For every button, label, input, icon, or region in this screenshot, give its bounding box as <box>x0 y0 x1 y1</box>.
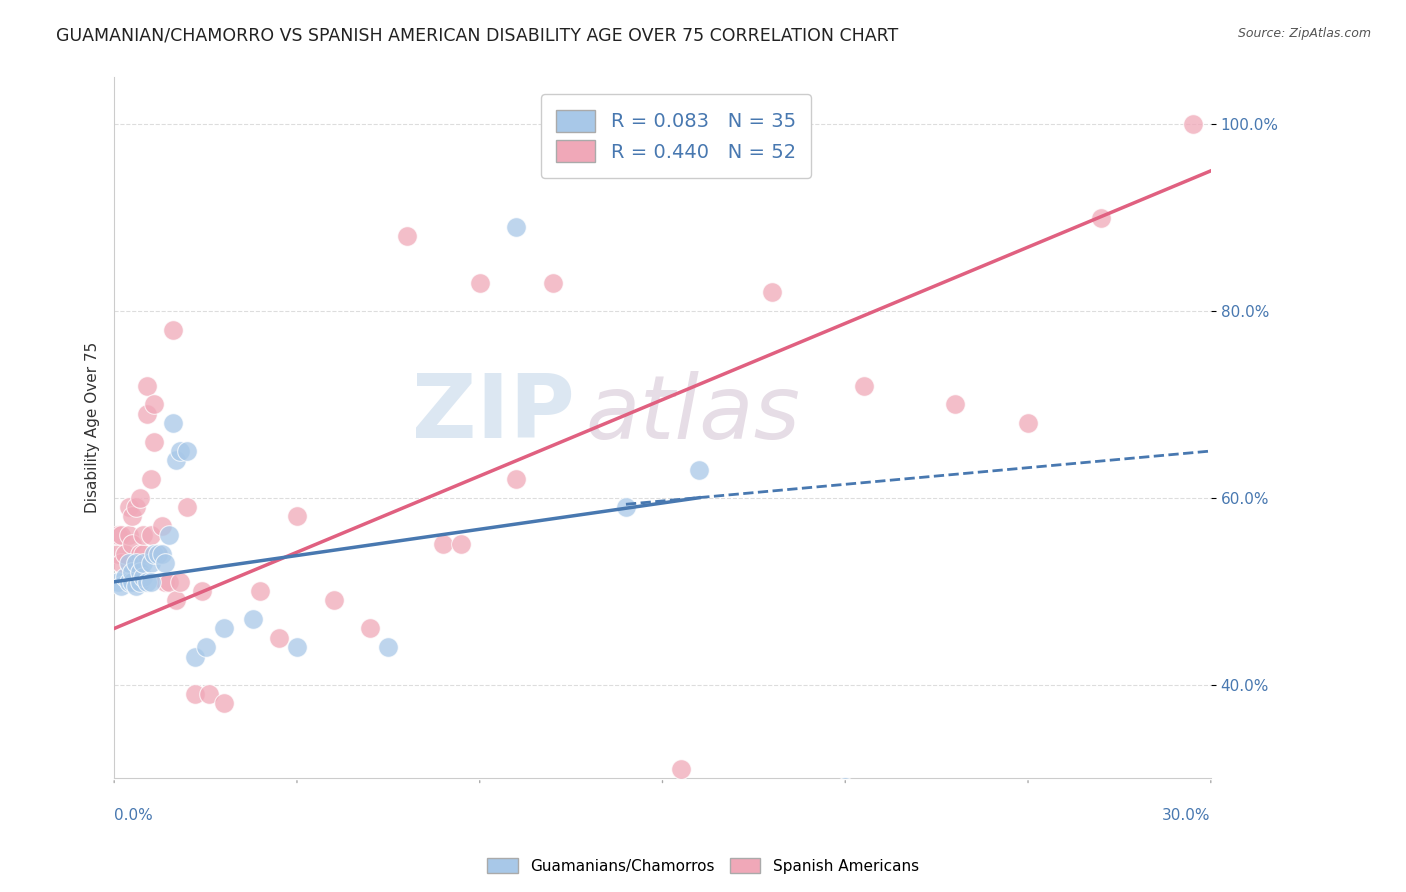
Point <box>157 574 180 589</box>
Point <box>136 407 159 421</box>
Point <box>761 285 783 300</box>
Point <box>157 528 180 542</box>
Point <box>1181 117 1204 131</box>
Point <box>169 574 191 589</box>
Point <box>125 500 148 514</box>
Point <box>132 556 155 570</box>
Point <box>468 276 491 290</box>
Point <box>121 574 143 589</box>
Point <box>146 547 169 561</box>
Point <box>110 528 132 542</box>
Point <box>139 472 162 486</box>
Point <box>121 537 143 551</box>
Point <box>505 472 527 486</box>
Text: 30.0%: 30.0% <box>1163 808 1211 823</box>
Point <box>150 547 173 561</box>
Text: 0.0%: 0.0% <box>114 808 153 823</box>
Legend: Guamanians/Chamorros, Spanish Americans: Guamanians/Chamorros, Spanish Americans <box>481 852 925 880</box>
Point <box>125 579 148 593</box>
Point <box>155 556 177 570</box>
Point <box>834 780 856 795</box>
Point <box>107 574 129 589</box>
Point <box>212 696 235 710</box>
Legend: R = 0.083   N = 35, R = 0.440   N = 52: R = 0.083 N = 35, R = 0.440 N = 52 <box>541 95 811 178</box>
Point <box>450 537 472 551</box>
Point <box>110 556 132 570</box>
Point <box>943 397 966 411</box>
Point <box>132 528 155 542</box>
Point <box>132 570 155 584</box>
Point <box>614 154 637 169</box>
Point <box>432 537 454 551</box>
Point <box>136 574 159 589</box>
Text: ZIP: ZIP <box>412 370 575 458</box>
Point <box>150 518 173 533</box>
Point <box>118 556 141 570</box>
Point <box>139 556 162 570</box>
Text: atlas: atlas <box>586 371 800 457</box>
Text: GUAMANIAN/CHAMORRO VS SPANISH AMERICAN DISABILITY AGE OVER 75 CORRELATION CHART: GUAMANIAN/CHAMORRO VS SPANISH AMERICAN D… <box>56 27 898 45</box>
Point <box>143 434 166 449</box>
Point <box>118 528 141 542</box>
Point <box>183 649 205 664</box>
Point <box>505 219 527 234</box>
Point <box>114 570 136 584</box>
Point <box>118 500 141 514</box>
Point <box>688 463 710 477</box>
Point <box>176 444 198 458</box>
Point <box>165 593 187 607</box>
Point <box>143 547 166 561</box>
Point <box>132 547 155 561</box>
Point <box>541 276 564 290</box>
Point <box>107 547 129 561</box>
Point <box>242 612 264 626</box>
Point <box>118 574 141 589</box>
Y-axis label: Disability Age Over 75: Disability Age Over 75 <box>86 342 100 513</box>
Point <box>128 547 150 561</box>
Point <box>139 574 162 589</box>
Point <box>249 584 271 599</box>
Point <box>121 509 143 524</box>
Point <box>128 566 150 580</box>
Point <box>377 640 399 655</box>
Point <box>614 500 637 514</box>
Point <box>285 640 308 655</box>
Point <box>155 574 177 589</box>
Point <box>322 593 344 607</box>
Point <box>169 444 191 458</box>
Point <box>852 378 875 392</box>
Point <box>143 397 166 411</box>
Point <box>212 622 235 636</box>
Point <box>125 556 148 570</box>
Point <box>128 574 150 589</box>
Point <box>121 566 143 580</box>
Point <box>285 509 308 524</box>
Point <box>395 229 418 244</box>
Point <box>107 528 129 542</box>
Point <box>114 547 136 561</box>
Point <box>359 622 381 636</box>
Point <box>136 378 159 392</box>
Point <box>128 491 150 505</box>
Text: Source: ZipAtlas.com: Source: ZipAtlas.com <box>1237 27 1371 40</box>
Point <box>146 547 169 561</box>
Point <box>198 687 221 701</box>
Point <box>162 416 184 430</box>
Point <box>669 762 692 776</box>
Point <box>176 500 198 514</box>
Point <box>125 556 148 570</box>
Point <box>194 640 217 655</box>
Point <box>183 687 205 701</box>
Point <box>165 453 187 467</box>
Point <box>1090 211 1112 225</box>
Point <box>1017 416 1039 430</box>
Point <box>162 323 184 337</box>
Point <box>110 579 132 593</box>
Point <box>139 528 162 542</box>
Point <box>191 584 214 599</box>
Point <box>267 631 290 645</box>
